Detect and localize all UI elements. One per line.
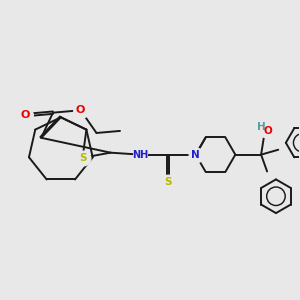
Text: NH: NH	[132, 150, 148, 160]
Text: O: O	[264, 126, 272, 136]
Text: S: S	[79, 153, 86, 163]
Text: S: S	[164, 177, 172, 188]
Text: H: H	[257, 122, 266, 132]
Text: O: O	[76, 105, 85, 115]
Text: N: N	[191, 150, 200, 160]
Text: O: O	[21, 110, 30, 120]
